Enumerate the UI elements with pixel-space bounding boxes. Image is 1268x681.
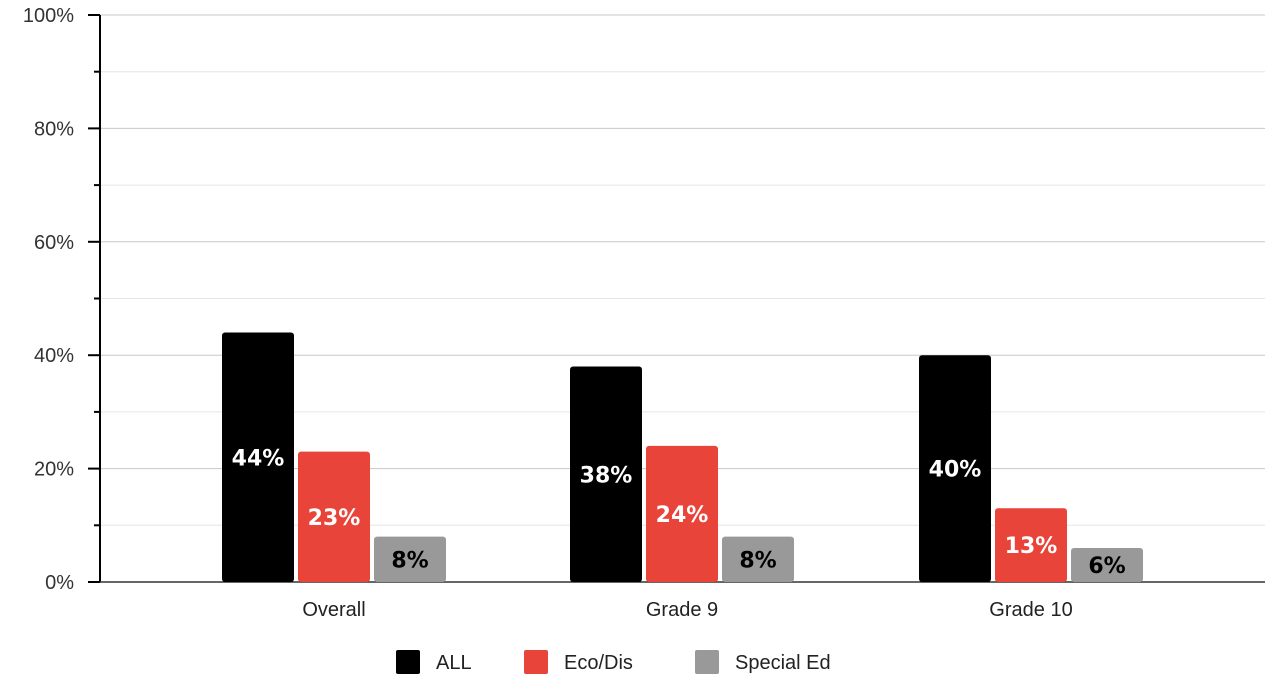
data-label: 38% [580,463,633,488]
axes: 0% 20% 40% 60% 80% 100% Overall Grade 9 Grade 10 [23,5,1265,621]
bar-special-ed [722,536,794,582]
data-label: 40% [929,458,982,483]
y-tick-label: 20% [34,459,74,481]
bar-eco-dis [646,445,718,582]
data-label: 24% [656,503,709,528]
data-label: 8% [391,548,428,573]
bar-all [570,366,642,582]
x-tick-label: Grade 9 [646,599,718,621]
legend-label: Special Ed [735,652,831,674]
data-label: 8% [739,548,776,573]
bar-eco-dis [995,508,1067,582]
legend-swatch [396,650,420,674]
legend-label: Eco/Dis [564,652,633,674]
data-label: 44% [232,446,285,471]
y-tick-label: 0% [45,572,74,594]
legend: ALL Eco/Dis Special Ed [396,650,831,674]
y-tick-label: 40% [34,345,74,367]
data-label: 13% [1005,534,1058,559]
legend-swatch [695,650,719,674]
data-labels: 44% 38% 40% 23% 24% 13% 8% 8% 6% [232,446,1126,579]
bar-special-ed [374,536,446,582]
data-label: 6% [1088,554,1125,579]
bar-all [919,355,991,582]
legend-swatch [524,650,548,674]
bar-all [222,332,294,582]
bars [222,332,1143,582]
bar-eco-dis [298,451,370,582]
y-tick-label: 60% [34,232,74,254]
x-tick-label: Overall [302,599,365,621]
legend-label: ALL [436,652,472,674]
y-tick-label: 80% [34,118,74,140]
bar-special-ed [1071,547,1143,582]
data-label: 23% [308,506,361,531]
x-tick-label: Grade 10 [989,599,1072,621]
y-tick-label: 100% [23,5,74,27]
